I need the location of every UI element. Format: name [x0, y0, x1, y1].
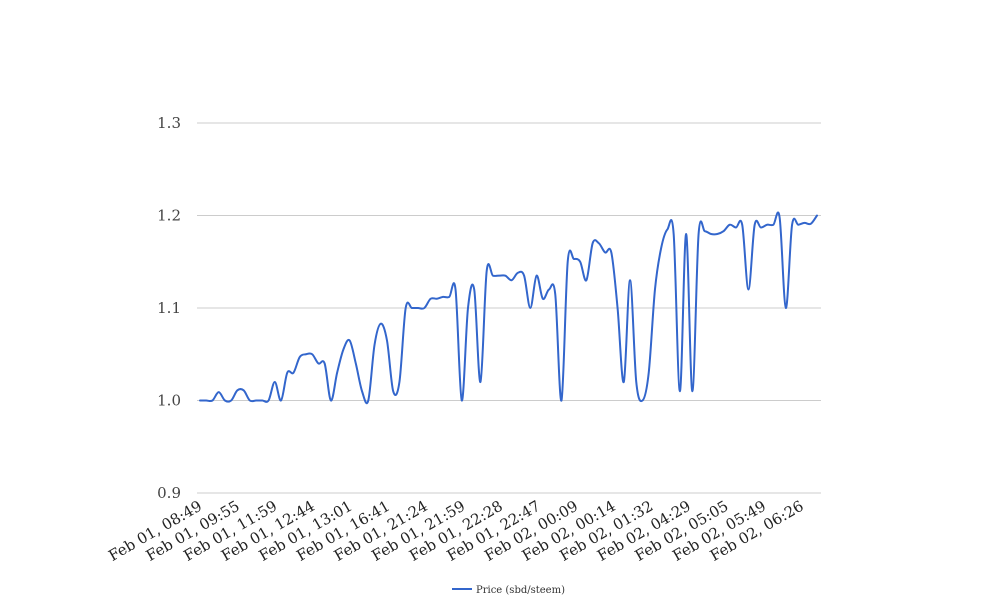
gridlines: [197, 122, 821, 494]
price-series-line: [199, 211, 818, 405]
legend[interactable]: Price (sbd/steem): [452, 585, 565, 596]
y-tick-label: 1.1: [157, 299, 181, 317]
legend-label: Price (sbd/steem): [476, 585, 565, 596]
y-tick-label: 1.0: [157, 392, 181, 410]
y-tick-label: 1.2: [157, 207, 181, 225]
y-tick-label: 1.3: [157, 114, 181, 132]
y-tick-label: 0.9: [157, 484, 181, 502]
y-axis-ticks: 0.9 1.0 1.1 1.2 1.3: [157, 114, 181, 502]
